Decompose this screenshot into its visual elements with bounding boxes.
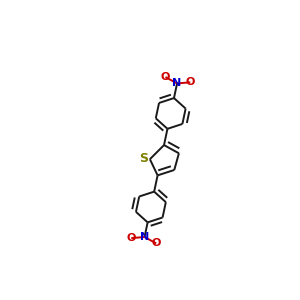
- Text: O: O: [152, 238, 161, 248]
- Text: N: N: [140, 232, 149, 242]
- Text: O: O: [161, 72, 170, 82]
- Text: O: O: [127, 233, 136, 243]
- Text: S: S: [140, 152, 148, 165]
- Text: O: O: [186, 77, 195, 87]
- Text: N: N: [172, 78, 182, 88]
